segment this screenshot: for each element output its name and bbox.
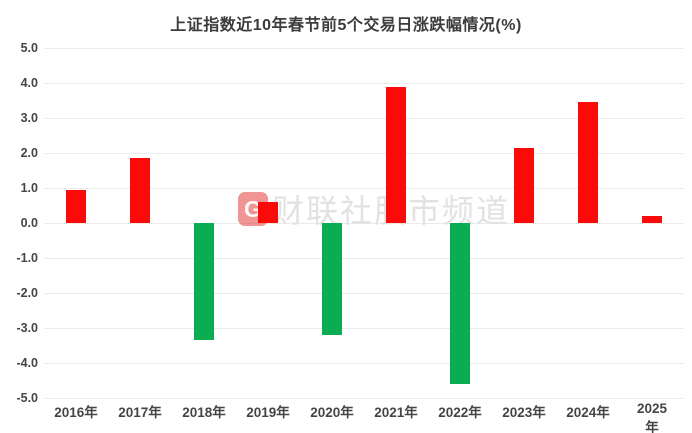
bar-2018年 xyxy=(194,223,214,341)
y-axis-tick-label: -3.0 xyxy=(16,321,38,335)
x-axis-tick-label: 2023年 xyxy=(502,405,546,420)
gridline xyxy=(44,83,684,84)
y-axis-tick-label: -5.0 xyxy=(16,391,38,405)
gridline xyxy=(44,188,684,189)
y-axis-tick-label: 1.0 xyxy=(20,181,38,195)
x-axis-tick-label: 2022年 xyxy=(438,405,482,420)
gridline xyxy=(44,328,684,329)
bar-2023年 xyxy=(514,147,534,223)
gridline xyxy=(44,118,684,119)
bar-2025年 xyxy=(642,216,662,223)
x-axis-tick-label: 2024年 xyxy=(566,405,610,420)
gridline xyxy=(44,398,684,399)
x-axis-tick-label: 2018年 xyxy=(182,405,226,420)
x-axis-tick-label: 2025年 xyxy=(636,401,668,433)
gridline xyxy=(44,153,684,154)
bar-2019年 xyxy=(258,202,278,223)
bar-2022年 xyxy=(450,223,470,384)
gridline xyxy=(44,223,684,224)
y-axis-tick-label: -4.0 xyxy=(16,356,38,370)
chart-title: 上证指数近10年春节前5个交易日涨跌幅情况(%) xyxy=(170,17,522,34)
bar-2021年 xyxy=(386,86,406,223)
gridline xyxy=(44,258,684,259)
y-axis-tick-label: 4.0 xyxy=(20,76,38,90)
y-axis-tick-label: -2.0 xyxy=(16,286,38,300)
y-axis-tick-label: 5.0 xyxy=(20,41,38,55)
x-axis-tick-label: 2016年 xyxy=(54,405,98,420)
y-axis-tick-label: 0.0 xyxy=(20,216,38,230)
bar-2016年 xyxy=(66,189,86,223)
gridline xyxy=(44,363,684,364)
gridline xyxy=(44,293,684,294)
bar-2020年 xyxy=(322,223,342,335)
gridline xyxy=(44,48,684,49)
x-axis-tick-label: 2019年 xyxy=(246,405,290,420)
bar-2024年 xyxy=(578,102,598,223)
x-axis-tick-label: 2017年 xyxy=(118,405,162,420)
y-axis-tick-label: -1.0 xyxy=(16,251,38,265)
y-axis-tick-label: 2.0 xyxy=(20,146,38,160)
y-axis-tick-label: 3.0 xyxy=(20,111,38,125)
x-axis-tick-label: 2020年 xyxy=(310,405,354,420)
bar-2017年 xyxy=(130,158,150,223)
x-axis-tick-label: 2021年 xyxy=(374,405,418,420)
